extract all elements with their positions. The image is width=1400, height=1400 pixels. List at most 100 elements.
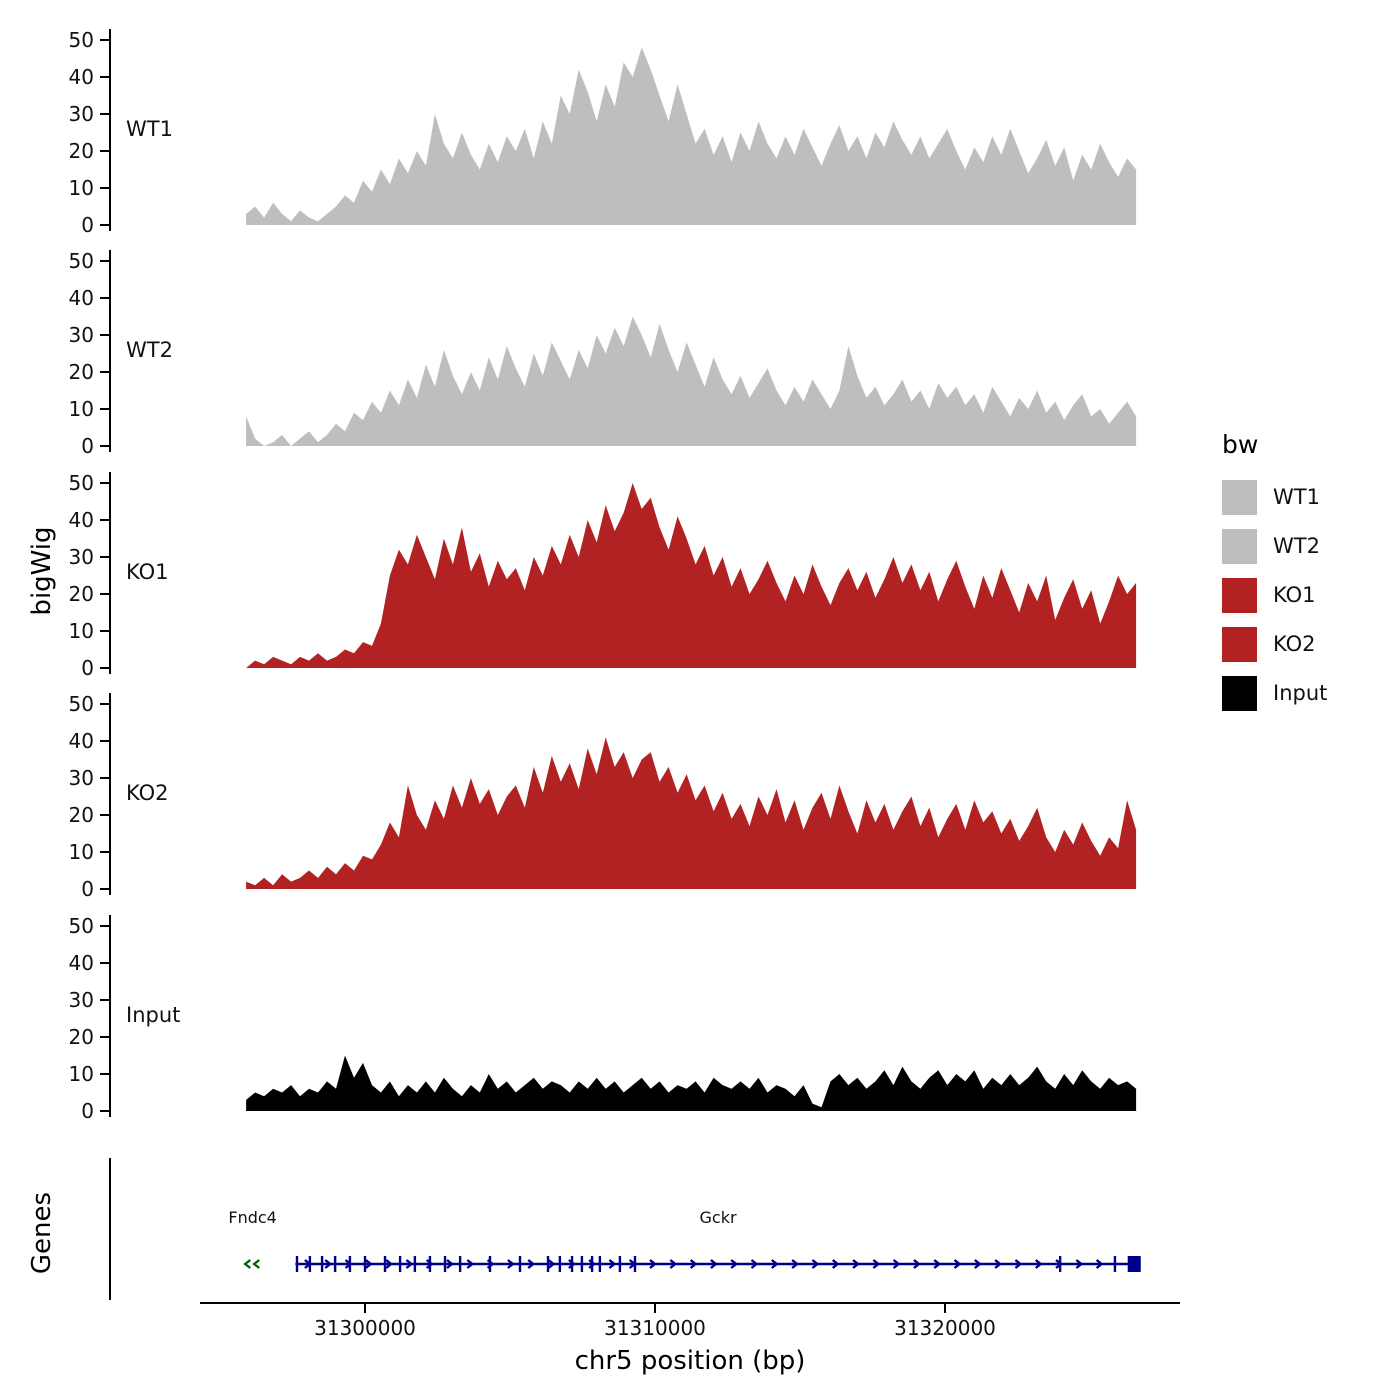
y-tick-mark [100, 1110, 109, 1112]
x-axis: 31300000 31310000 31320000 chr5 position (… [0, 1300, 1400, 1400]
legend-label: WT2 [1273, 534, 1320, 558]
y-tick-label: 10 [68, 397, 94, 421]
y-tick-mark [100, 556, 109, 558]
y-axis-line [109, 250, 111, 452]
y-tick-mark [100, 113, 109, 115]
gene-track-svg [243, 1256, 1141, 1272]
y-tick-mark [100, 39, 109, 41]
legend-item-wt1: WT1 [1222, 479, 1392, 515]
y-tick-label: 30 [68, 988, 94, 1012]
y-tick-label: 30 [68, 766, 94, 790]
x-tick-label: 31310000 [604, 1316, 706, 1340]
legend-swatch [1222, 675, 1257, 711]
y-tick-label: 10 [68, 176, 94, 200]
y-tick-mark [100, 445, 109, 447]
y-tick-label: 0 [81, 1099, 94, 1123]
y-tick-label: 50 [68, 471, 94, 495]
y-tick-mark [100, 224, 109, 226]
x-tick-label: 31320000 [894, 1316, 996, 1340]
coverage-polygon [246, 316, 1137, 446]
y-tick-mark [100, 150, 109, 152]
coverage-area-ko2 [246, 737, 1137, 889]
y-tick-mark [100, 740, 109, 742]
strand-arrow [344, 1259, 353, 1269]
strand-arrow [649, 1259, 657, 1269]
strand-arrow [994, 1259, 1003, 1269]
strand-arrow [365, 1259, 373, 1269]
coverage-polygon [246, 47, 1137, 226]
y-axis-ticks: 0 10 20 30 40 50 [50, 679, 120, 901]
strand-arrow [628, 1259, 637, 1269]
strand-arrow [425, 1259, 434, 1269]
y-tick-label: 40 [68, 951, 94, 975]
y-tick-label: 30 [68, 323, 94, 347]
y-axis-line [109, 915, 111, 1117]
x-axis-line [200, 1302, 1180, 1304]
track-label-input: Input [126, 1003, 181, 1027]
strand-arrow [324, 1259, 333, 1269]
y-tick-mark [100, 925, 109, 927]
y-axis-line [109, 693, 111, 895]
y-tick-label: 30 [68, 545, 94, 569]
y-tick-label: 0 [81, 434, 94, 458]
y-tick-label: 50 [68, 28, 94, 52]
y-tick-mark [100, 814, 109, 816]
y-tick-mark [100, 519, 109, 521]
x-axis-title: chr5 position (bp) [574, 1346, 806, 1376]
y-tick-mark [100, 777, 109, 779]
y-tick-mark [100, 593, 109, 595]
legend: bw WT1 WT2 KO1 KO2 Input [1222, 430, 1392, 724]
strand-arrow [791, 1259, 800, 1269]
y-tick-mark [100, 703, 109, 705]
legend-label: KO2 [1273, 632, 1316, 656]
y-tick-mark [100, 667, 109, 669]
gene-end-box [1127, 1256, 1141, 1272]
track-panel-ko1: 0 10 20 30 40 50 KO1 [50, 458, 1180, 680]
strand-arrow [1075, 1259, 1084, 1269]
strand-arrow [974, 1259, 982, 1269]
y-axis-ticks: 0 10 20 30 40 50 [50, 15, 120, 237]
y-tick-label: 40 [68, 729, 94, 753]
y-tick-label: 20 [68, 1025, 94, 1049]
y-tick-mark [100, 630, 109, 632]
y-tick-label: 30 [68, 102, 94, 126]
strand-arrow [486, 1259, 495, 1269]
coverage-area-wt1 [246, 47, 1137, 226]
strand-arrow [811, 1259, 820, 1269]
y-tick-mark [100, 1073, 109, 1075]
genes-panel: Fndc4 Gckr [50, 1152, 1180, 1304]
strand-arrow [1014, 1259, 1023, 1269]
coverage-polygon [246, 1055, 1137, 1111]
legend-label: WT1 [1273, 485, 1320, 509]
strand-arrow [669, 1259, 678, 1269]
strand-arrow [588, 1259, 597, 1269]
strand-arrow [689, 1259, 698, 1269]
strand-arrow [913, 1259, 921, 1269]
y-tick-label: 50 [68, 692, 94, 716]
strand-arrow [547, 1259, 556, 1269]
strand-arrow [304, 1259, 312, 1269]
y-tick-mark [100, 999, 109, 1001]
strand-arrow [892, 1259, 901, 1269]
strand-arrow [852, 1259, 860, 1269]
y-tick-label: 0 [81, 213, 94, 237]
track-label-wt2: WT2 [126, 338, 173, 362]
y-axis-ticks: 0 10 20 30 40 50 [50, 901, 120, 1123]
strand-arrow [933, 1259, 942, 1269]
strand-arrow [1095, 1259, 1104, 1269]
y-tick-label: 0 [81, 877, 94, 901]
strand-arrow [385, 1259, 394, 1269]
coverage-polygon [246, 483, 1137, 668]
y-tick-mark [100, 851, 109, 853]
track-panel-wt1: 0 10 20 30 40 50 WT1 [50, 15, 1180, 237]
y-tick-mark [100, 408, 109, 410]
legend-title: bw [1222, 430, 1259, 459]
legend-item-wt2: WT2 [1222, 528, 1392, 564]
legend-label: Input [1273, 681, 1328, 705]
strand-arrow [1055, 1259, 1063, 1269]
legend-items: WT1 WT2 KO1 KO2 Input [1222, 479, 1392, 711]
coverage-area-input [246, 1055, 1137, 1111]
y-axis-line [109, 29, 111, 231]
y-axis-ticks: 0 10 20 30 40 50 [50, 236, 120, 458]
y-axis-line [109, 1158, 111, 1300]
